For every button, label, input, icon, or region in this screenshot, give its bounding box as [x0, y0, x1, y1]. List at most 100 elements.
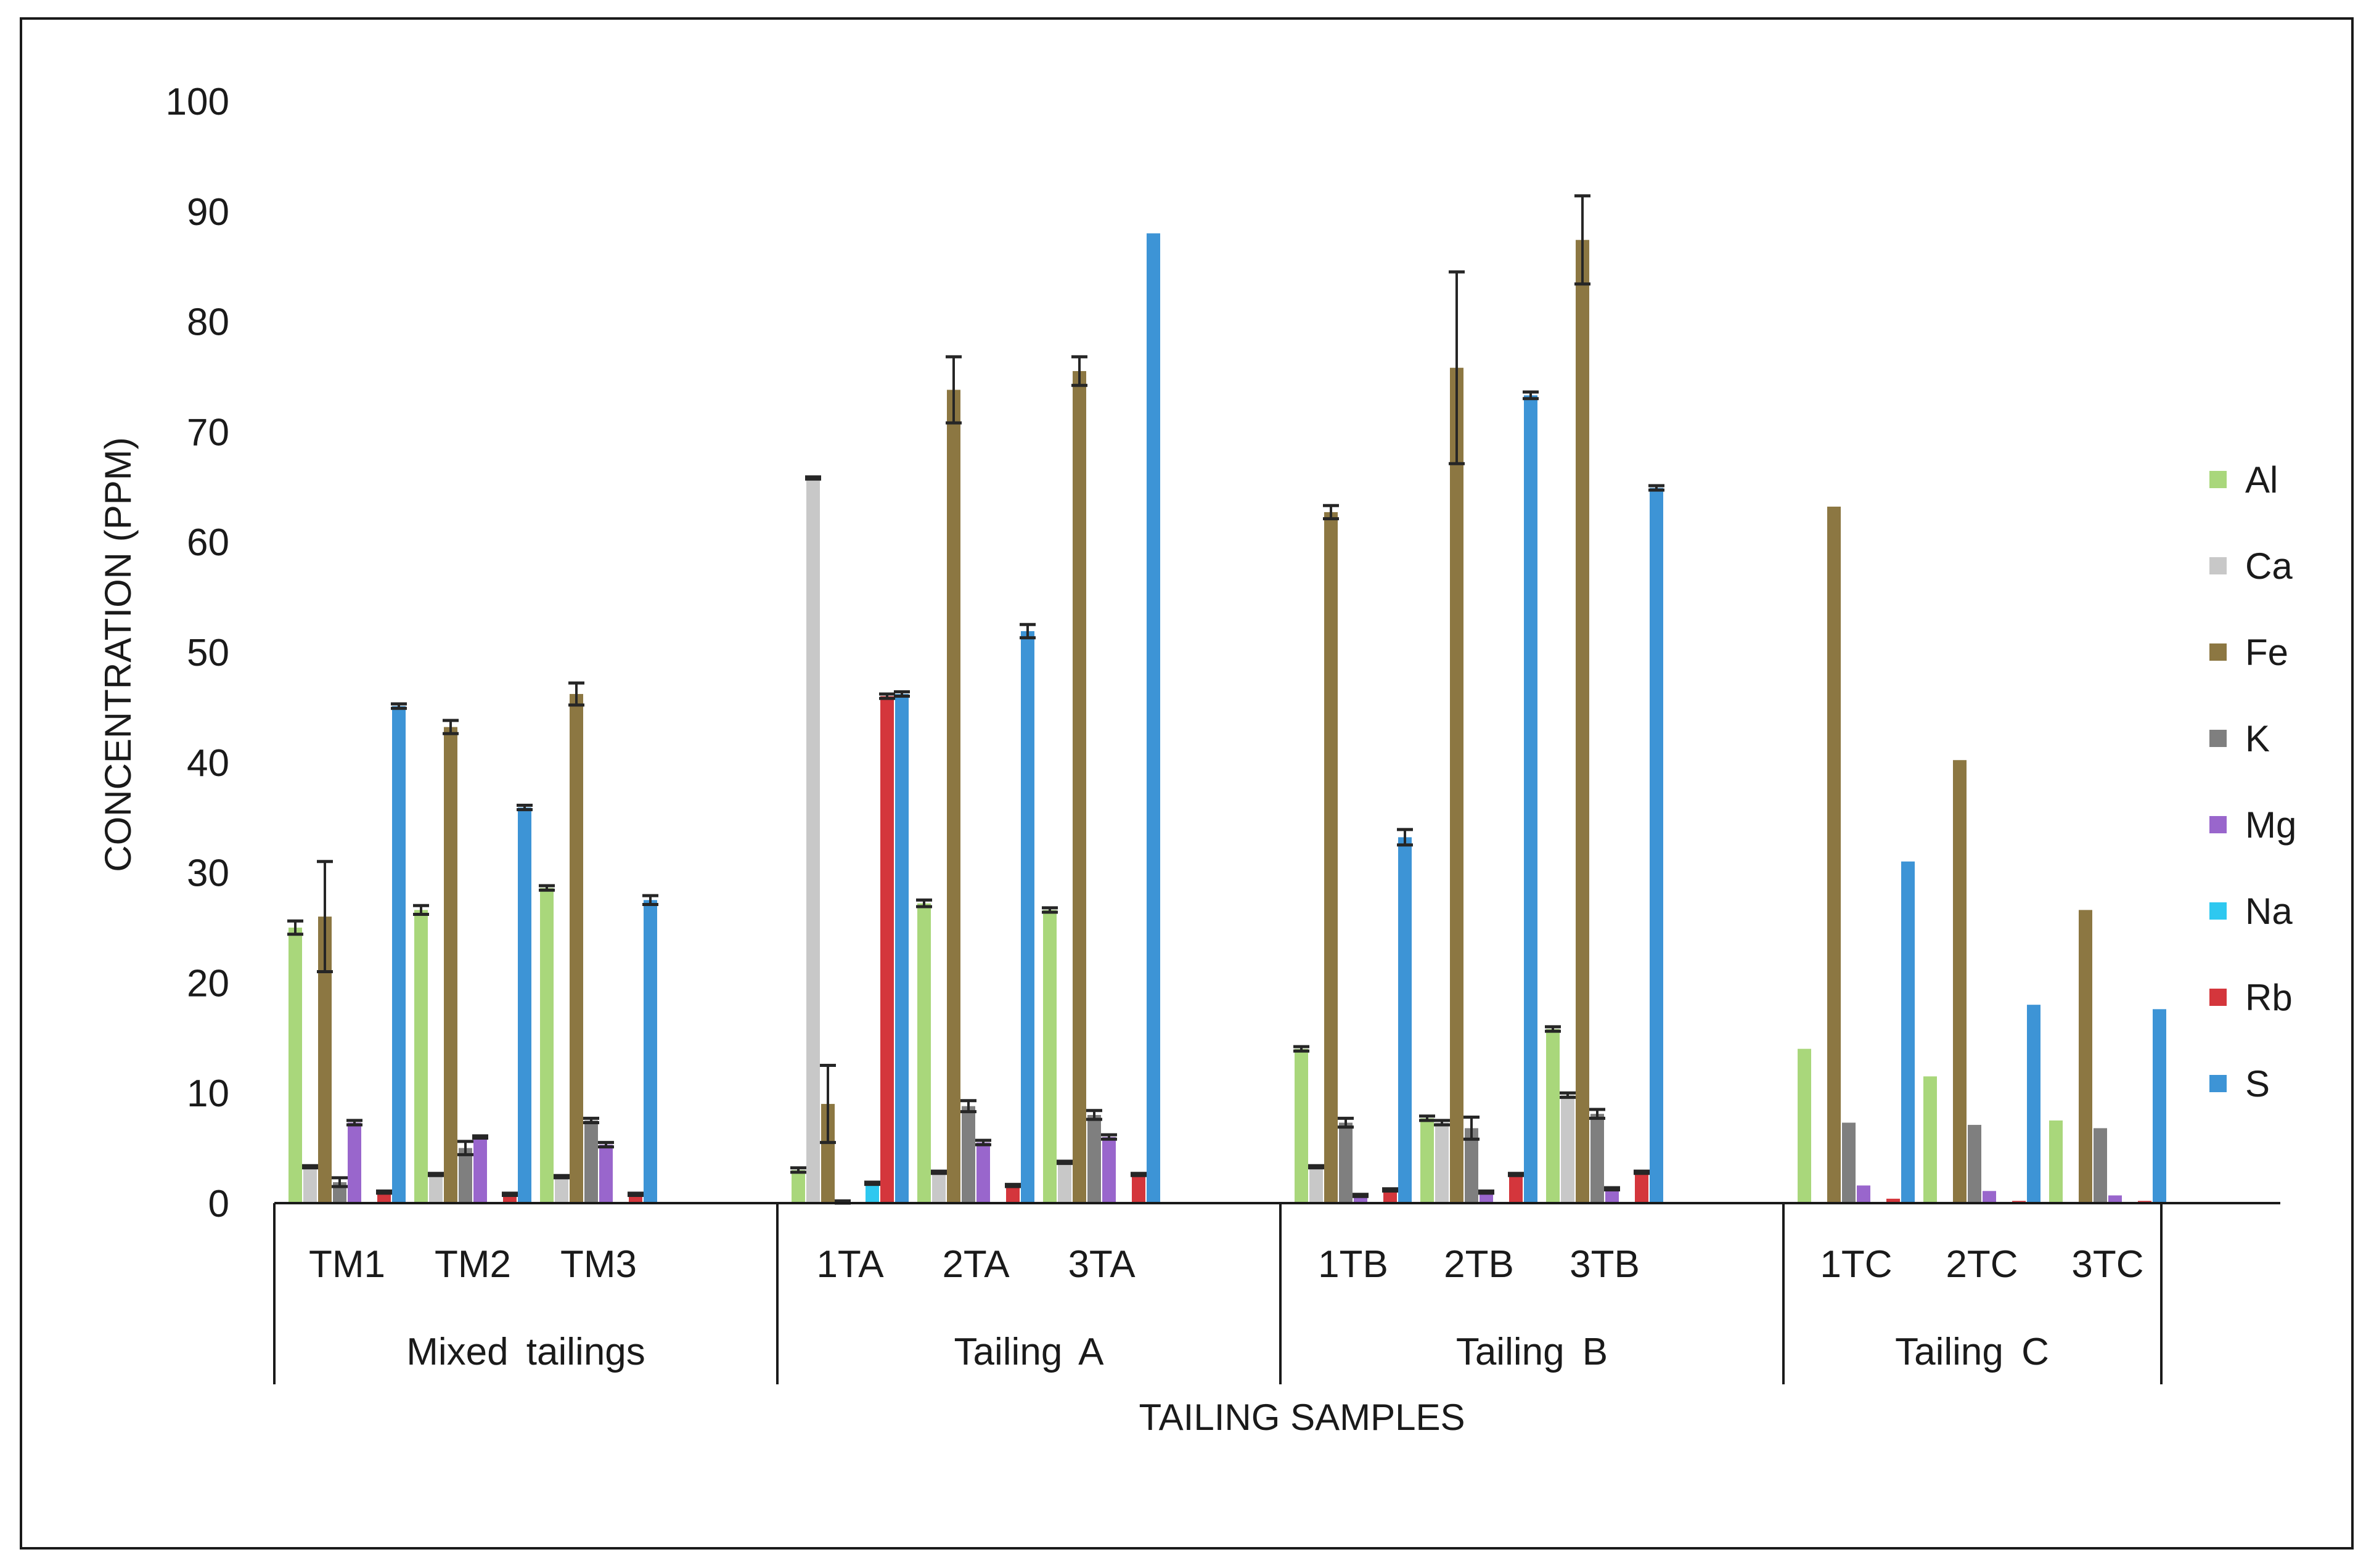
bar-s-1tc [1901, 861, 1915, 1203]
bar-rb-2ta [1006, 1185, 1020, 1203]
bar-mg-3tc [2108, 1195, 2122, 1203]
bar-mg-1tc [1857, 1185, 1870, 1203]
x-tick-tm1: TM1 [309, 1243, 385, 1286]
bar-al-1tc [1798, 1048, 1811, 1203]
bar-rb-1ta [880, 696, 894, 1203]
x-tick-1tc: 1TC [1820, 1243, 1892, 1286]
legend-label-s: S [2245, 1063, 2270, 1105]
bar-ca-tm1 [303, 1166, 317, 1203]
bar-al-3ta [1043, 910, 1057, 1203]
x-tick-2tb: 2TB [1444, 1243, 1514, 1286]
y-tick-50: 50 [187, 632, 229, 674]
bar-al-2tb [1420, 1118, 1434, 1203]
bar-ca-2ta [932, 1172, 946, 1203]
bar-na-1ta [866, 1183, 879, 1203]
bar-fe-tm1 [318, 917, 332, 1203]
bar-fe-2ta [947, 390, 960, 1203]
bar-s-1tb [1398, 837, 1412, 1203]
bar-mg-2tb [1480, 1192, 1493, 1203]
x-axis-title: TAILING SAMPLES [1139, 1397, 1465, 1438]
y-tick-100: 100 [166, 81, 229, 123]
bar-k-3tb [1590, 1114, 1604, 1203]
bar-ca-tm3 [555, 1177, 568, 1203]
y-tick-20: 20 [187, 962, 229, 1005]
legend-swatch-k [2209, 730, 2227, 747]
legend-swatch-mg [2209, 816, 2227, 833]
legend-label-al: Al [2245, 459, 2278, 500]
legend-label-na: Na [2245, 891, 2293, 932]
bar-fe-2tb [1450, 367, 1463, 1203]
bar-fe-3ta [1073, 371, 1086, 1203]
bar-s-1ta [895, 693, 909, 1203]
legend-swatch-rb [2209, 989, 2227, 1006]
legend-swatch-al [2209, 471, 2227, 488]
group-label-mixed-tailings: Mixed tailings [406, 1331, 645, 1373]
group-label-tailing-b: Tailing B [1456, 1331, 1608, 1373]
bar-k-3ta [1087, 1114, 1101, 1203]
y-tick-labels: 0 10 20 30 40 50 60 70 80 90 100 [166, 81, 229, 1225]
error-bars-layer [287, 194, 1664, 1205]
bar-mg-3ta [1102, 1137, 1116, 1203]
bar-k-tm2 [459, 1148, 472, 1203]
x-tick-2ta: 2TA [942, 1243, 1010, 1286]
bar-rb-3tb [1635, 1172, 1648, 1203]
bar-k-2tb [1465, 1128, 1478, 1203]
bar-k-1tb [1339, 1122, 1353, 1203]
bar-s-2tb [1524, 395, 1537, 1203]
legend-label-fe: Fe [2245, 632, 2288, 673]
bar-k-tm3 [584, 1120, 598, 1203]
bar-ca-3ta [1058, 1162, 1071, 1203]
axis-layer [273, 1202, 2280, 1384]
legend-swatch-ca [2209, 557, 2227, 574]
bar-s-tm2 [518, 807, 531, 1203]
bar-al-1ta [792, 1170, 805, 1203]
legend-label-k: K [2245, 718, 2270, 759]
bar-al-tm3 [540, 888, 554, 1203]
bar-s-tm3 [644, 900, 657, 1203]
group-label-tailing-a: Tailing A [954, 1331, 1105, 1373]
y-tick-90: 90 [187, 191, 229, 234]
y-tick-40: 40 [187, 742, 229, 785]
x-tick-1ta: 1TA [816, 1243, 884, 1286]
y-tick-0: 0 [208, 1183, 229, 1225]
bar-al-2ta [917, 903, 931, 1203]
legend-swatch-s [2209, 1075, 2227, 1092]
bar-al-3tb [1546, 1029, 1560, 1203]
legend-label-ca: Ca [2245, 545, 2293, 587]
bar-k-1tc [1842, 1122, 1856, 1203]
bar-mg-3tb [1605, 1188, 1619, 1203]
bars-layer [289, 233, 2166, 1204]
bar-rb-1tb [1383, 1190, 1397, 1203]
bar-rb-3ta [1132, 1174, 1145, 1203]
y-tick-30: 30 [187, 852, 229, 895]
bar-al-tm1 [289, 928, 302, 1203]
bar-rb-2tb [1509, 1174, 1523, 1203]
bar-al-2tc [1923, 1076, 1937, 1203]
bar-ca-1ta [806, 478, 820, 1203]
bar-mg-tm2 [473, 1137, 487, 1203]
legend-swatch-na [2209, 902, 2227, 920]
bar-fe-3tc [2079, 910, 2092, 1203]
bar-fe-1tb [1324, 512, 1338, 1203]
bar-k-2ta [962, 1106, 975, 1203]
bar-al-3tc [2049, 1120, 2063, 1203]
bar-fe-1ta [821, 1104, 835, 1203]
bar-fe-3tb [1576, 240, 1589, 1204]
bar-s-2tc [2027, 1005, 2040, 1203]
bar-k-3tc [2094, 1128, 2107, 1203]
bar-k-2tc [1968, 1125, 1981, 1203]
bar-s-3tc [2153, 1009, 2166, 1203]
y-tick-60: 60 [187, 521, 229, 564]
group-label-tailing-c: Tailing C [1895, 1331, 2049, 1373]
bar-ca-1tb [1309, 1166, 1323, 1203]
bar-fe-tm3 [570, 693, 583, 1203]
bar-rb-1tc [1886, 1198, 1900, 1203]
x-tick-1tb: 1TB [1318, 1243, 1388, 1286]
legend-label-rb: Rb [2245, 977, 2293, 1018]
bar-ca-tm2 [429, 1174, 443, 1203]
bar-mg-2ta [976, 1142, 990, 1203]
bar-rb-tm1 [377, 1192, 391, 1203]
bar-s-tm1 [392, 706, 406, 1203]
x-tick-3tc: 3TC [2071, 1243, 2143, 1286]
